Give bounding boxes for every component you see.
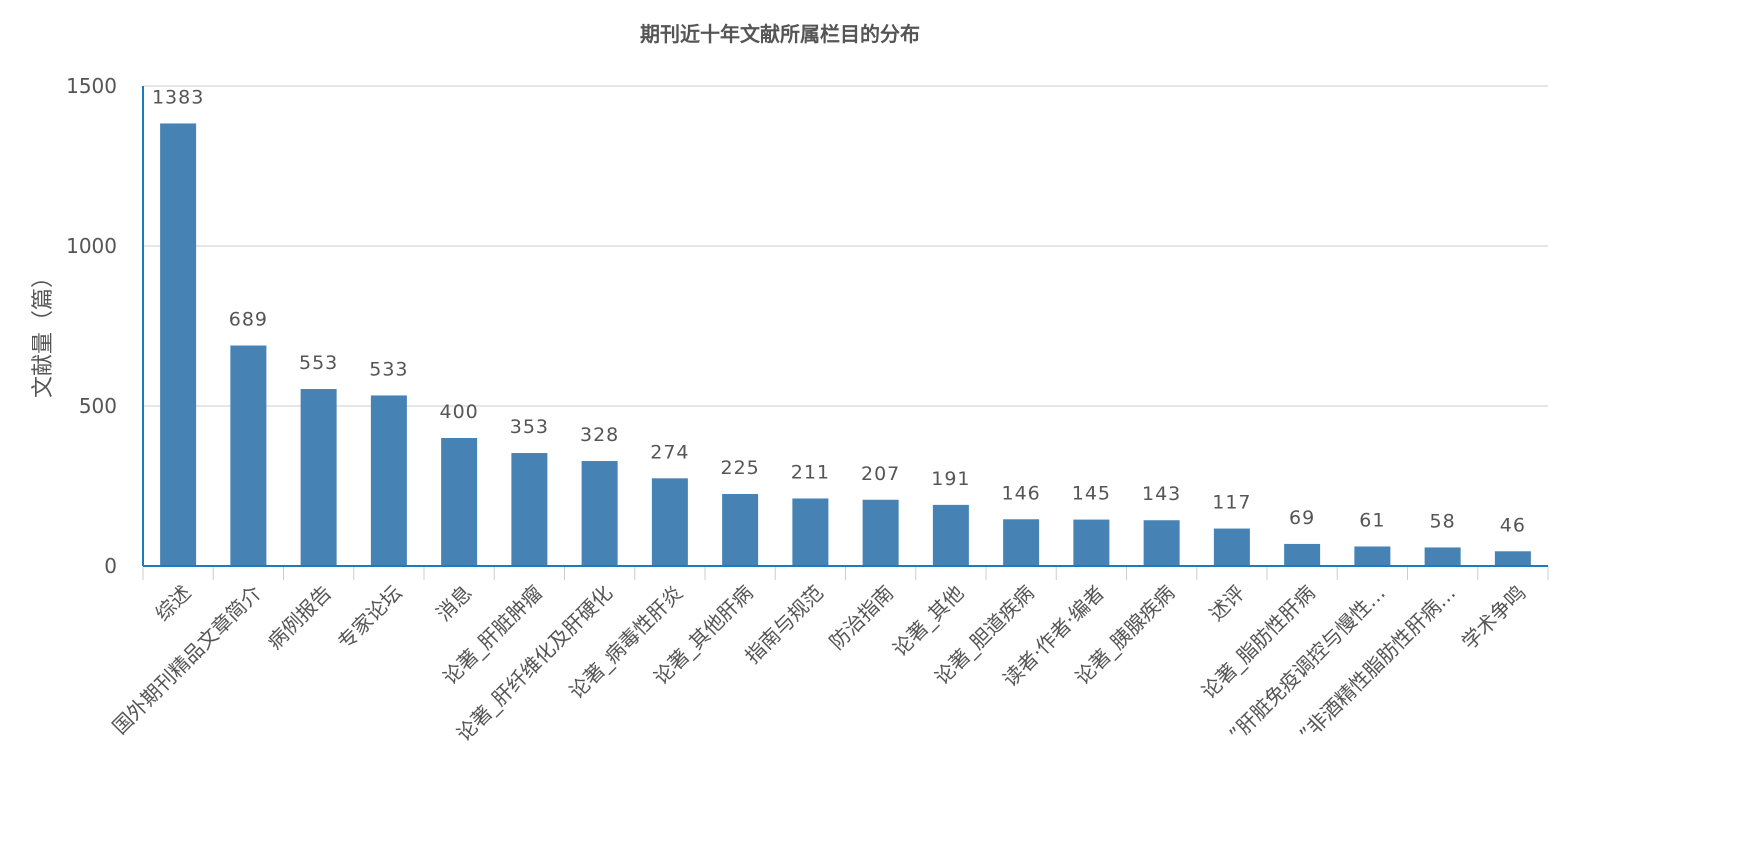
y-axis-label: 文献量（篇）: [31, 266, 56, 398]
data-label: 211: [791, 461, 830, 483]
data-label: 146: [1001, 482, 1040, 504]
bar: [862, 499, 899, 566]
x-tick-label: 述评: [1204, 581, 1249, 626]
bar: [1284, 543, 1321, 566]
data-label: 69: [1289, 507, 1315, 529]
bar: [1424, 547, 1461, 566]
data-label: 353: [510, 416, 549, 438]
data-label: 533: [369, 358, 408, 380]
data-label: 191: [931, 468, 970, 490]
data-label: 689: [229, 309, 268, 331]
bar: [722, 494, 759, 566]
axes: [142, 86, 1548, 567]
gridlines: [143, 85, 1548, 407]
data-label: 145: [1072, 483, 1111, 505]
bar: [1143, 520, 1180, 566]
bar: [441, 438, 478, 566]
bar: [300, 389, 337, 566]
bars: [160, 123, 1531, 566]
bar: [1494, 551, 1531, 566]
x-tick-label: 病例报告: [263, 581, 337, 655]
y-tick-label: 500: [79, 394, 117, 418]
data-labels: 1383 689 553 533 400 353 328 274 225 211 207 191 146…: [152, 86, 1526, 536]
x-tick-label: 学术争鸣: [1457, 581, 1531, 655]
bar: [932, 504, 969, 566]
data-label: 58: [1430, 510, 1456, 532]
bar: [1003, 519, 1040, 566]
bar: [1213, 528, 1250, 566]
data-label: 46: [1500, 514, 1526, 536]
x-tick-label: 综述: [150, 581, 195, 626]
x-tick-label: 消息: [431, 581, 476, 626]
data-label: 400: [439, 401, 478, 423]
y-tick-label: 1500: [66, 74, 117, 98]
data-label: 225: [720, 457, 759, 479]
data-label: 553: [299, 352, 338, 374]
data-label: 1383: [152, 86, 204, 108]
bar: [160, 123, 197, 566]
x-tick-label: 防治指南: [825, 581, 899, 655]
bar: [1354, 546, 1391, 566]
bar: [581, 461, 618, 566]
y-tick-label: 0: [104, 554, 117, 578]
data-label: 117: [1212, 492, 1251, 514]
data-label: 61: [1359, 509, 1385, 531]
bar: [370, 395, 407, 566]
data-label: 207: [861, 463, 900, 485]
bar: [792, 498, 829, 566]
bar: [1073, 519, 1110, 566]
data-label: 274: [650, 441, 689, 463]
bar: [230, 345, 267, 566]
bar: [651, 478, 688, 566]
chart-title: 期刊近十年文献所属栏目的分布: [640, 22, 920, 46]
data-label: 143: [1142, 483, 1181, 505]
data-label: 328: [580, 424, 619, 446]
bar: [511, 453, 548, 566]
y-axis-ticks: 0 500 1000 1500: [66, 74, 117, 578]
x-tick-label: 专家论坛: [333, 581, 407, 655]
y-tick-label: 1000: [66, 234, 117, 258]
